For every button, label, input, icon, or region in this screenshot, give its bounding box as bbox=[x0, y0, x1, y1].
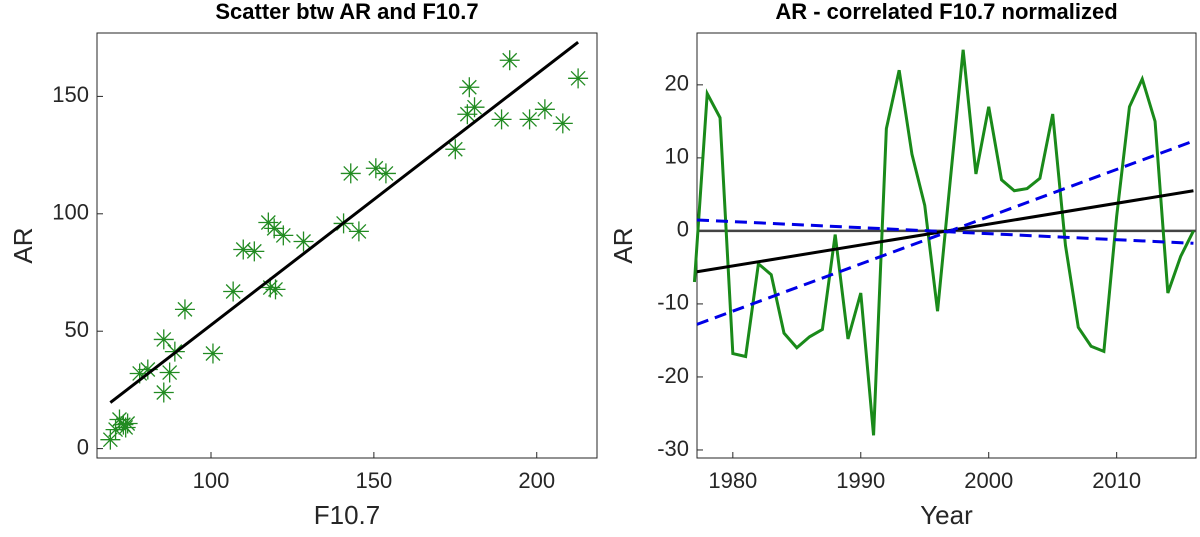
scatter-point bbox=[375, 163, 396, 184]
scatter-point bbox=[348, 221, 369, 242]
x-tick-label: 1980 bbox=[708, 468, 757, 493]
fit-line bbox=[109, 40, 580, 404]
y-tick-label: 100 bbox=[52, 200, 89, 225]
scatter-point bbox=[202, 343, 223, 364]
y-tick-label: -10 bbox=[657, 290, 689, 315]
x-tick-label: 150 bbox=[356, 468, 393, 493]
x-axis-label: F10.7 bbox=[314, 500, 381, 530]
x-tick-label: 100 bbox=[193, 468, 230, 493]
scatter-point bbox=[491, 109, 512, 130]
x-tick-label: 1990 bbox=[836, 468, 885, 493]
scatter-point bbox=[365, 158, 386, 179]
scatter-point bbox=[109, 409, 130, 430]
scatter-point bbox=[340, 163, 361, 184]
chart-title: Scatter btw AR and F10.7 bbox=[215, 0, 478, 24]
scatter-point bbox=[293, 231, 314, 252]
scatter-point bbox=[117, 413, 138, 434]
scatter-point bbox=[129, 363, 150, 384]
scatter-point bbox=[499, 50, 520, 71]
y-tick-label: 150 bbox=[52, 82, 89, 107]
y-tick-label: -30 bbox=[657, 436, 689, 461]
x-tick-label: 2000 bbox=[964, 468, 1013, 493]
scatter-point bbox=[264, 218, 285, 239]
y-tick-label: 0 bbox=[77, 434, 89, 459]
scatter-point bbox=[519, 109, 540, 130]
scatter-point bbox=[552, 113, 573, 134]
y-tick-label: 10 bbox=[665, 144, 689, 169]
y-tick-label: -20 bbox=[657, 363, 689, 388]
scatter-point bbox=[265, 279, 286, 300]
scatter-point bbox=[223, 281, 244, 302]
axes-box bbox=[96, 32, 598, 459]
y-tick-label: 20 bbox=[665, 71, 689, 96]
scatter-point bbox=[568, 68, 589, 89]
axes-box bbox=[696, 32, 1197, 459]
scatter-point bbox=[457, 104, 478, 125]
scatter-point bbox=[260, 277, 281, 298]
scatter-point bbox=[153, 382, 174, 403]
y-axis-label: AR bbox=[8, 227, 38, 263]
chart-title: AR - correlated F10.7 normalized bbox=[775, 0, 1117, 24]
scatter-point bbox=[137, 359, 158, 380]
x-tick-label: 200 bbox=[518, 468, 555, 493]
bound-line bbox=[696, 139, 1194, 326]
bound-line bbox=[696, 218, 1194, 245]
scatter-point bbox=[159, 362, 180, 383]
scatter-point bbox=[105, 419, 126, 440]
scatter-point bbox=[115, 417, 136, 438]
y-tick-label: 50 bbox=[65, 317, 89, 342]
scatter-point bbox=[534, 99, 555, 120]
scatter-point bbox=[233, 239, 254, 260]
data-line bbox=[692, 49, 1195, 436]
scatter-point bbox=[459, 77, 480, 98]
x-tick-label: 2010 bbox=[1092, 468, 1141, 493]
y-axis-label: AR bbox=[608, 227, 638, 263]
scatter-point bbox=[174, 299, 195, 320]
y-tick-label: 0 bbox=[677, 217, 689, 242]
scatter-point bbox=[100, 429, 121, 450]
scatter-point bbox=[445, 139, 466, 160]
scatter-point bbox=[244, 241, 265, 262]
x-axis-label: Year bbox=[920, 500, 973, 530]
scatter-point bbox=[464, 97, 485, 118]
scatter-point bbox=[273, 225, 294, 246]
scatter-point bbox=[153, 329, 174, 350]
